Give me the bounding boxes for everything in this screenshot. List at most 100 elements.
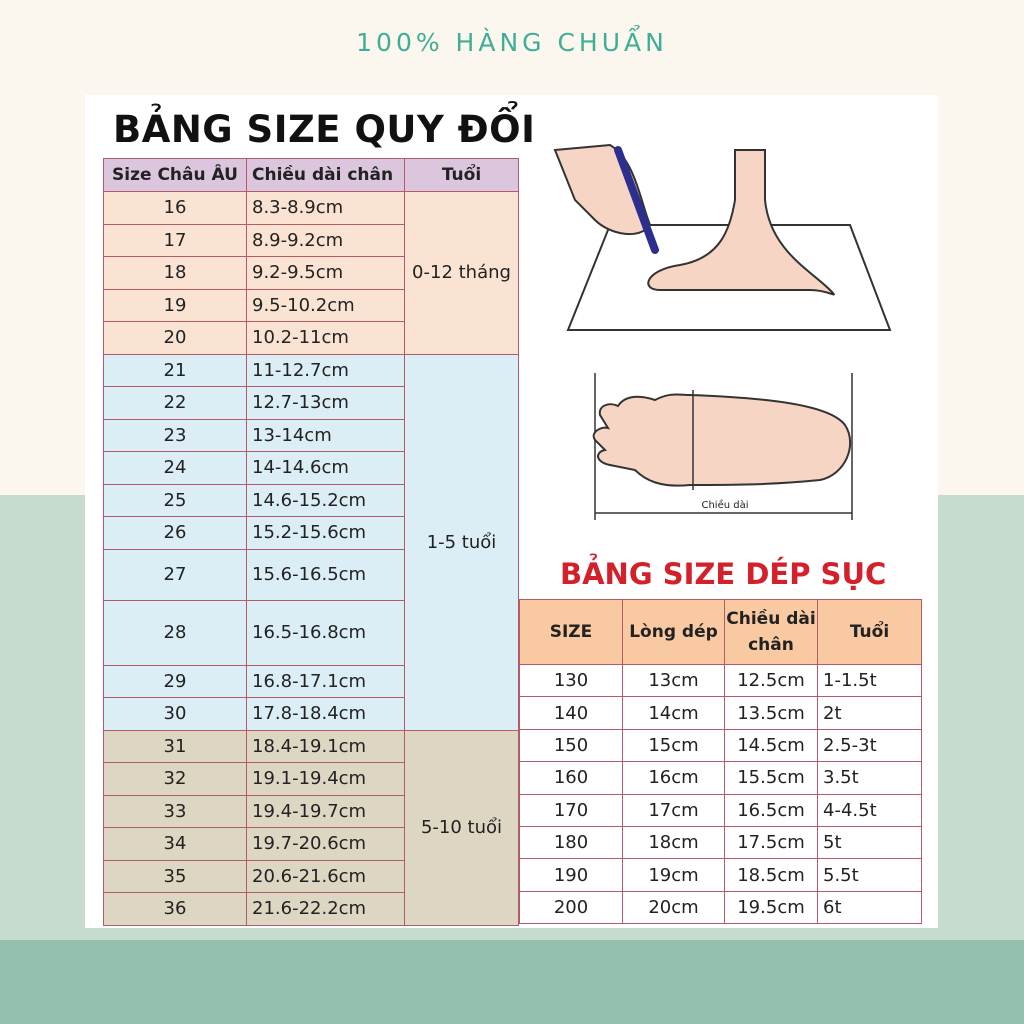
insole-cell: 15cm bbox=[622, 728, 725, 763]
eu-size-cell: 33 bbox=[103, 794, 247, 828]
insole-cell: 14cm bbox=[622, 696, 725, 730]
foot-length-cell: 15.6-16.5cm bbox=[246, 548, 405, 601]
foot-length-cell: 8.3-8.9cm bbox=[246, 191, 405, 225]
eu-size-cell: 30 bbox=[103, 697, 247, 731]
size-cell: 190 bbox=[519, 858, 623, 892]
foot-length-cell: 21.6-22.2cm bbox=[246, 892, 405, 926]
table-row: 35 20.6-21.6cm bbox=[103, 859, 519, 893]
eu-size-cell: 25 bbox=[103, 483, 247, 517]
foot-length-cell: 19.1-19.4cm bbox=[246, 762, 405, 796]
insole-cell: 19cm bbox=[622, 858, 725, 892]
foot-length-cell: 13.5cm bbox=[724, 696, 818, 730]
age-cell: 6t bbox=[817, 890, 922, 925]
brand-tagline: 100% HÀNG CHUẨN bbox=[356, 28, 668, 57]
header-insole: Lòng dép bbox=[622, 599, 725, 665]
eu-size-cell: 34 bbox=[103, 827, 247, 861]
table-row: 130 13cm 12.5cm 1-1.5t bbox=[519, 663, 922, 698]
foot-length-cell: 12.7-13cm bbox=[246, 386, 405, 420]
foot-length-cell: 14.5cm bbox=[724, 728, 818, 763]
age-cell: 3.5t bbox=[817, 761, 922, 795]
size-cell: 150 bbox=[519, 728, 623, 763]
eu-size-cell: 18 bbox=[103, 256, 247, 290]
slipper-table-title: BẢNG SIZE DÉP SỤC bbox=[560, 557, 887, 591]
header-foot-length: Chiều dài chân bbox=[246, 158, 405, 192]
insole-cell: 18cm bbox=[622, 825, 725, 860]
insole-cell: 16cm bbox=[622, 761, 725, 795]
foot-measuring-illustration: Chiều dài bbox=[553, 143, 892, 520]
table-row: 200 20cm 19.5cm 6t bbox=[519, 890, 922, 925]
foot-length-cell: 12.5cm bbox=[724, 663, 818, 698]
eu-size-cell: 23 bbox=[103, 418, 247, 452]
header-eu-size: Size Châu ÂU bbox=[103, 158, 247, 192]
eu-size-cell: 24 bbox=[103, 451, 247, 485]
foot-length-cell: 11-12.7cm bbox=[246, 353, 405, 387]
size-cell: 200 bbox=[519, 890, 623, 925]
table-row: 16 8.3-8.9cm 0-12 tháng bbox=[103, 191, 519, 355]
slipper-size-table: SIZE Lòng dép Chiều dài chân Tuổi 130 13c… bbox=[519, 599, 922, 925]
age-group-cell: 1-5 tuổi bbox=[404, 353, 519, 731]
foot-length-cell: 20.6-21.6cm bbox=[246, 859, 405, 893]
age-cell: 2t bbox=[817, 696, 922, 730]
header-foot-length: Chiều dài chân bbox=[724, 599, 818, 665]
foot-length-cell: 15.2-15.6cm bbox=[246, 516, 405, 550]
foot-top-icon bbox=[592, 393, 852, 487]
eu-size-cell: 36 bbox=[103, 892, 247, 926]
eu-size-cell: 17 bbox=[103, 223, 247, 257]
eu-size-cell: 26 bbox=[103, 516, 247, 550]
table-row: 31 18.4-19.1cm 5-10 tuổi bbox=[103, 729, 519, 926]
age-cell: 1-1.5t bbox=[817, 663, 922, 698]
table-row: 21 11-12.7cm 1-5 tuổi bbox=[103, 353, 519, 731]
foot-length-cell: 13-14cm bbox=[246, 418, 405, 452]
foot-length-cell: 18.4-19.1cm bbox=[246, 729, 405, 763]
header-size: SIZE bbox=[519, 599, 623, 665]
background-bottom-band bbox=[0, 940, 1024, 1024]
eu-size-cell: 27 bbox=[103, 548, 247, 601]
eu-size-cell: 32 bbox=[103, 762, 247, 796]
foot-length-cell: 10.2-11cm bbox=[246, 321, 405, 355]
insole-cell: 13cm bbox=[622, 663, 725, 698]
age-cell: 2.5-3t bbox=[817, 728, 922, 763]
eu-size-cell: 22 bbox=[103, 386, 247, 420]
foot-length-cell: 17.5cm bbox=[724, 825, 818, 860]
table-row: 34 19.7-20.6cm bbox=[103, 827, 519, 861]
table-row: 180 18cm 17.5cm 5t bbox=[519, 825, 922, 860]
foot-length-cell: 18.5cm bbox=[724, 858, 818, 892]
eu-size-cell: 16 bbox=[103, 191, 247, 225]
foot-length-cell: 9.5-10.2cm bbox=[246, 288, 405, 322]
table-row: 140 14cm 13.5cm 2t bbox=[519, 696, 922, 730]
conversion-table: Size Châu ÂU Chiều dài chân Tuổi 16 8.3-8… bbox=[103, 158, 519, 926]
foot-length-cell: 9.2-9.5cm bbox=[246, 256, 405, 290]
age-cell: 5t bbox=[817, 825, 922, 860]
table-row: 150 15cm 14.5cm 2.5-3t bbox=[519, 728, 922, 763]
foot-length-cell: 8.9-9.2cm bbox=[246, 223, 405, 257]
age-cell: 4-4.5t bbox=[817, 793, 922, 827]
table-row: 170 17cm 16.5cm 4-4.5t bbox=[519, 793, 922, 827]
foot-length-cell: 19.5cm bbox=[724, 890, 818, 925]
foot-length-cell: 16.8-17.1cm bbox=[246, 664, 405, 698]
eu-size-cell: 35 bbox=[103, 859, 247, 893]
table-row: 190 19cm 18.5cm 5.5t bbox=[519, 858, 922, 892]
insole-cell: 17cm bbox=[622, 793, 725, 827]
header-age: Tuổi bbox=[817, 599, 922, 665]
size-cell: 170 bbox=[519, 793, 623, 827]
eu-size-cell: 29 bbox=[103, 664, 247, 698]
size-cell: 140 bbox=[519, 696, 623, 730]
foot-length-cell: 16.5-16.8cm bbox=[246, 599, 405, 666]
eu-size-cell: 19 bbox=[103, 288, 247, 322]
size-cell: 130 bbox=[519, 663, 623, 698]
foot-length-cell: 14.6-15.2cm bbox=[246, 483, 405, 517]
age-cell: 5.5t bbox=[817, 858, 922, 892]
table-row: 160 16cm 15.5cm 3.5t bbox=[519, 761, 922, 795]
age-group-cell: 0-12 tháng bbox=[404, 191, 519, 355]
foot-side-icon bbox=[647, 149, 835, 296]
age-group-cell: 5-10 tuổi bbox=[404, 729, 519, 926]
size-cell: 180 bbox=[519, 825, 623, 860]
eu-size-cell: 31 bbox=[103, 729, 247, 763]
foot-length-cell: 14-14.6cm bbox=[246, 451, 405, 485]
eu-size-cell: 21 bbox=[103, 353, 247, 387]
insole-cell: 20cm bbox=[622, 890, 725, 925]
conversion-table-title: BẢNG SIZE QUY ĐỔI bbox=[113, 108, 536, 151]
pencil-icon bbox=[614, 146, 659, 254]
header-age: Tuổi bbox=[404, 158, 519, 192]
table-row: 36 21.6-22.2cm bbox=[103, 892, 519, 926]
